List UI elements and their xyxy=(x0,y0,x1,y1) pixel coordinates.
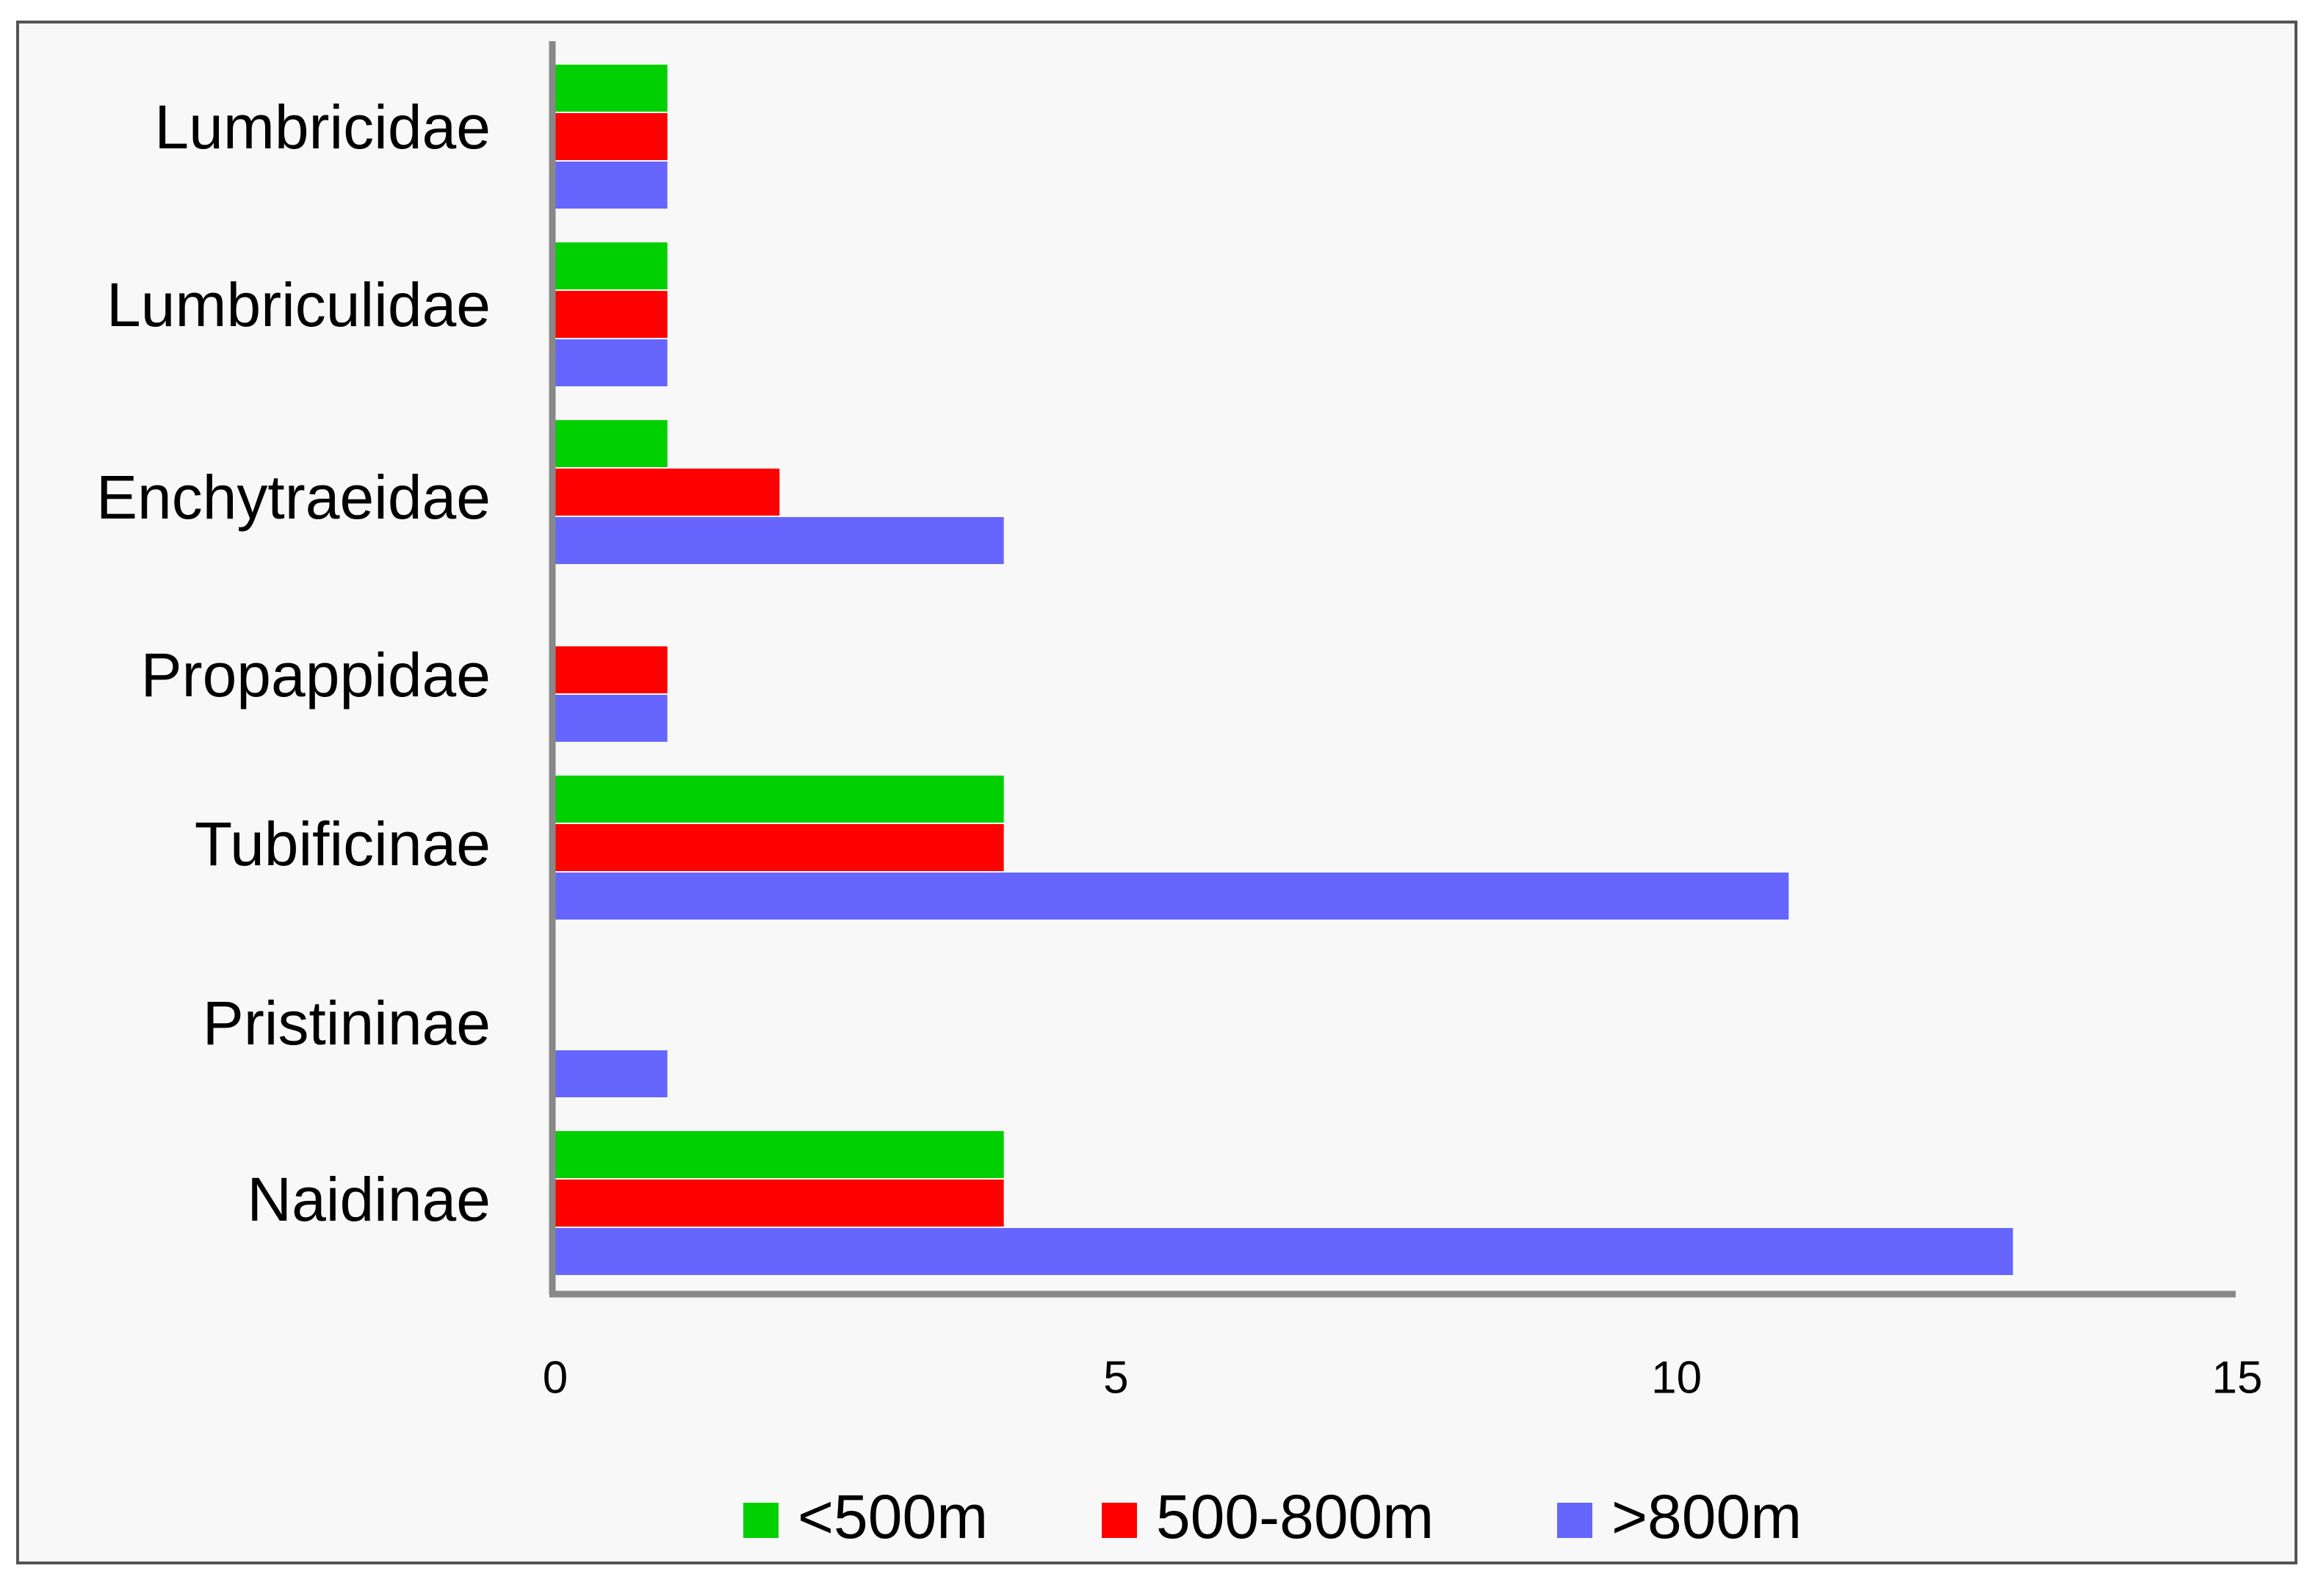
category-labels: Lumbricidae Lumbriculidae Enchytraeidae Pro… xyxy=(96,93,491,1234)
category-label-propappidae: Propappidae xyxy=(141,640,491,709)
bar-tubificinae-lt500m xyxy=(555,776,1004,823)
bar-pristininae-gt800m xyxy=(555,1050,668,1097)
bar-lumbricidae-gt800m xyxy=(555,162,668,209)
bar-naidinae-gt800m xyxy=(555,1228,2013,1275)
category-label-lumbriculidae: Lumbriculidae xyxy=(106,270,491,339)
legend-label-500-800m: 500-800m xyxy=(1156,1482,1434,1551)
axes-layer xyxy=(549,41,2236,1298)
x-tick-label-10: 10 xyxy=(1651,1352,1702,1403)
bar-enchytraeidae-500-800m xyxy=(555,469,780,516)
bars-layer xyxy=(555,65,2013,1275)
legend-swatch-lt500m xyxy=(743,1503,779,1538)
category-label-enchytraeidae: Enchytraeidae xyxy=(96,463,491,532)
x-tick-label-15: 15 xyxy=(2212,1352,2263,1403)
chart-frame xyxy=(16,21,2297,1564)
bar-lumbricidae-lt500m xyxy=(555,65,668,112)
category-label-naidinae: Naidinae xyxy=(247,1165,491,1234)
bar-tubificinae-500-800m xyxy=(555,824,1004,871)
bar-lumbriculidae-500-800m xyxy=(555,291,668,338)
bar-naidinae-500-800m xyxy=(555,1180,1004,1227)
legend: <500m 500-800m >800m xyxy=(743,1482,1802,1551)
legend-swatch-gt800m xyxy=(1557,1503,1592,1538)
bar-lumbriculidae-gt800m xyxy=(555,339,668,386)
bar-lumbricidae-500-800m xyxy=(555,113,668,160)
bar-propappidae-gt800m xyxy=(555,695,668,742)
bar-enchytraeidae-gt800m xyxy=(555,517,1004,564)
x-tick-labels: 0 5 10 15 xyxy=(543,1352,2263,1403)
bar-lumbriculidae-lt500m xyxy=(555,242,668,289)
legend-swatch-500-800m xyxy=(1102,1503,1137,1538)
legend-label-gt800m: >800m xyxy=(1611,1482,1802,1551)
x-tick-label-0: 0 xyxy=(543,1352,568,1403)
x-tick-label-5: 5 xyxy=(1103,1352,1128,1403)
bar-naidinae-lt500m xyxy=(555,1131,1004,1178)
bar-propappidae-500-800m xyxy=(555,646,668,693)
legend-label-lt500m: <500m xyxy=(798,1482,988,1551)
category-label-tubificinae: Tubificinae xyxy=(195,809,491,878)
bar-enchytraeidae-lt500m xyxy=(555,420,668,467)
category-label-pristininae: Pristininae xyxy=(203,989,491,1058)
category-label-lumbricidae: Lumbricidae xyxy=(154,93,491,162)
bar-tubificinae-gt800m xyxy=(555,873,1789,920)
